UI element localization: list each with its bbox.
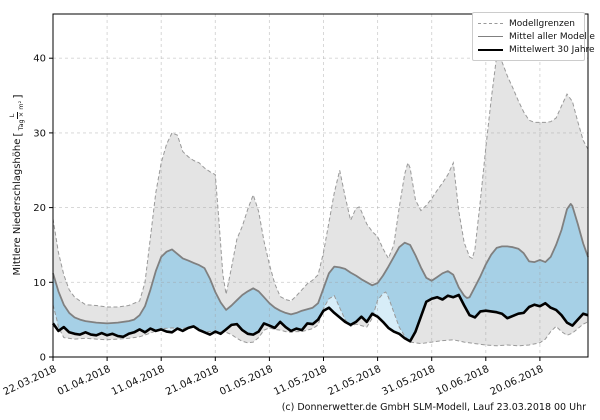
legend-label: Mittelwert 30 Jahre — [509, 44, 595, 55]
x-tick-label: 11.05.2018 — [272, 364, 329, 398]
y-axis-unit-bracket-open: [ — [10, 132, 24, 137]
black-line-sample-icon — [478, 48, 503, 51]
x-tick-label: 22.03.2018 — [2, 364, 59, 398]
mean-of-models-line — [52, 202, 589, 325]
x-tick-label: 11.04.2018 — [110, 364, 167, 398]
y-tick-label: 30 — [33, 128, 46, 139]
x-tick-label: 31.05.2018 — [380, 364, 437, 398]
x-tick-label: 01.04.2018 — [56, 364, 113, 398]
model-range-lower-line — [52, 291, 589, 347]
legend: Modellgrenzen Mittel aller Modelle Mitte… — [472, 12, 595, 61]
y-axis-label: Mittlere Niederschlagshöhe [ L Tag × m² … — [8, 49, 26, 321]
legend-item-modellgrenzen: Modellgrenzen — [478, 17, 578, 30]
mean-vs-climate-area — [53, 203, 588, 342]
y-axis-label-text: Mittlere Niederschlagshöhe — [11, 138, 23, 276]
y-axis-unit-bracket-close: ] — [10, 94, 24, 99]
plot-border — [52, 13, 589, 358]
gray-line-sample-icon — [478, 36, 503, 37]
y-tick-label: 40 — [33, 54, 46, 65]
y-tick-label: 0 — [40, 353, 46, 364]
y-axis-unit-denominator: Tag × m² — [16, 100, 25, 131]
x-tick-label: 20.06.2018 — [489, 364, 546, 398]
dashed-line-sample-icon — [478, 23, 503, 24]
legend-label: Mittel aller Modelle — [509, 31, 595, 42]
legend-label: Modellgrenzen — [509, 18, 575, 29]
legend-item-mittelwert-30-jahre: Mittelwert 30 Jahre — [478, 43, 595, 56]
y-axis-unit-fraction: L Tag × m² — [8, 100, 25, 131]
x-tick-label: 21.04.2018 — [164, 364, 221, 398]
thirty-year-mean-line — [51, 293, 589, 343]
legend-item-mittel-aller-modelle: Mittel aller Modelle — [478, 30, 595, 43]
x-tick-label: 01.05.2018 — [218, 364, 275, 398]
y-tick-label: 20 — [33, 203, 46, 214]
copyright-note: (c) Donnerwetter.de GmbH SLM-Modell, Lau… — [281, 402, 586, 413]
x-tick-label: 10.06.2018 — [435, 364, 492, 398]
x-tick-label: 21.05.2018 — [326, 364, 383, 398]
y-tick-label: 10 — [33, 278, 46, 289]
